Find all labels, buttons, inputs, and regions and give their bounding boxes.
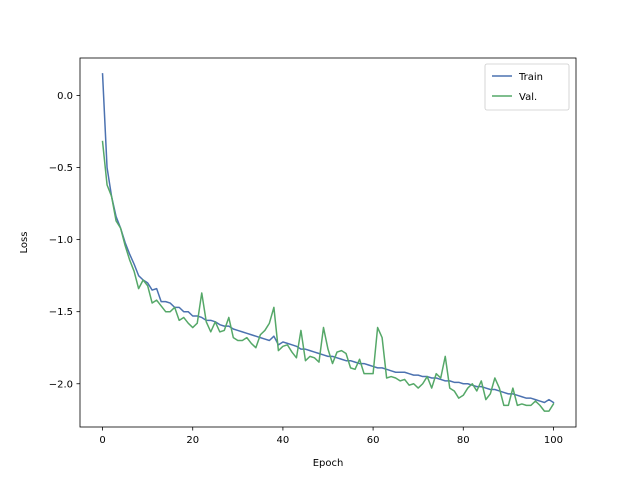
- axes: 0 20 40 60 80 100 0.0 −0.5 −1.0 −1.5 −2.0: [49, 57, 577, 446]
- x-tick-label: 60: [367, 435, 380, 446]
- legend-label: Train: [518, 72, 543, 83]
- legend-label: Val.: [519, 92, 537, 103]
- y-axis-label: Loss: [19, 232, 30, 254]
- x-tick-label: 0: [99, 435, 105, 446]
- plot-area: [101, 73, 555, 412]
- y-tick-label: −0.5: [49, 163, 73, 174]
- series-line-val: [101, 140, 555, 412]
- x-tick-label: 40: [277, 435, 290, 446]
- x-axis-label: Epoch: [313, 458, 344, 469]
- axes-frame: [79, 57, 577, 428]
- y-tick-label: 0.0: [57, 91, 73, 102]
- x-tick-label: 80: [457, 435, 470, 446]
- y-tick-label: −2.0: [49, 379, 73, 390]
- x-tick-label: 100: [544, 435, 563, 446]
- y-tick-label: −1.0: [49, 235, 73, 246]
- legend-box: [484, 63, 570, 111]
- x-tick-label: 20: [186, 435, 199, 446]
- legend: Train Val.: [484, 63, 570, 111]
- y-tick-label: −1.5: [49, 307, 73, 318]
